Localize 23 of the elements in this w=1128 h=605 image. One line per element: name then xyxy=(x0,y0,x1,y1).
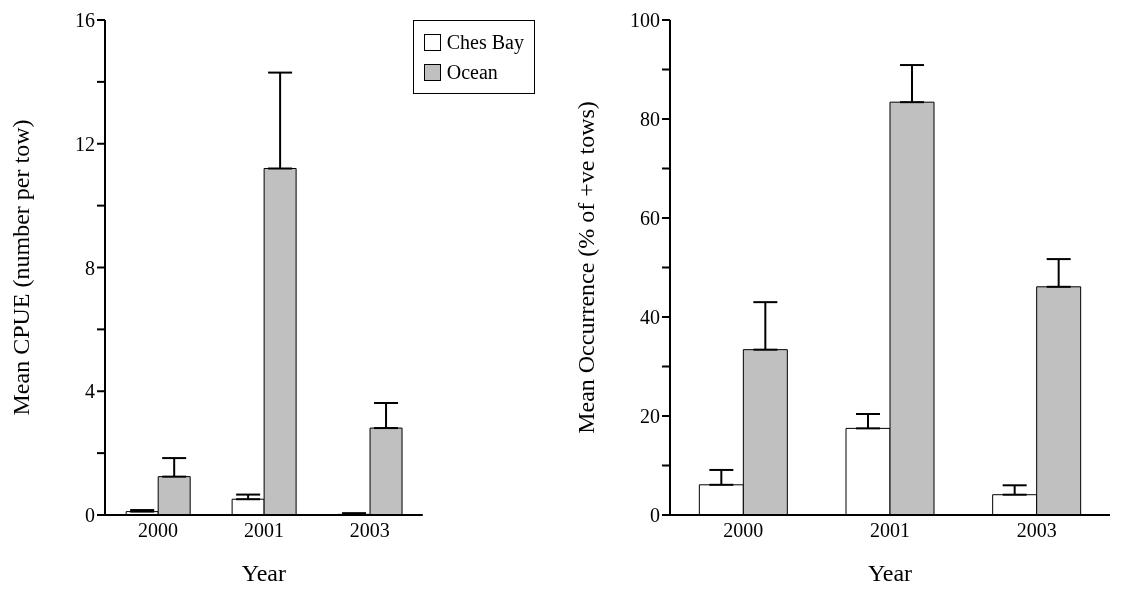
x-axis-title: Year xyxy=(241,560,287,586)
y-axis-title: Mean CPUE (number per tow) xyxy=(7,119,34,416)
y-tick-label: 20 xyxy=(640,405,660,428)
y-tick-label: 0 xyxy=(85,504,95,527)
y-axis-title: Mean Occurrence (% of +ve tows) xyxy=(572,101,599,434)
legend-label: Ocean xyxy=(446,60,498,85)
y-tick-label: 40 xyxy=(640,306,660,329)
x-tick-label: 2003 xyxy=(1016,519,1057,542)
y-tick-label: 60 xyxy=(640,207,660,230)
y-tick-label: 80 xyxy=(640,108,660,131)
y-tick-label: 16 xyxy=(75,9,95,32)
y-tick-label: 8 xyxy=(85,256,95,279)
x-tick-label: 2001 xyxy=(243,519,284,542)
x-axis-title: Year xyxy=(867,560,913,586)
y-tick-label: 100 xyxy=(630,9,660,32)
y-tick-label: 4 xyxy=(85,380,95,403)
x-tick-label: 2000 xyxy=(137,519,178,542)
x-tick-label: 2000 xyxy=(723,519,764,542)
y-tick-label: 0 xyxy=(650,504,660,527)
y-tick-label: 12 xyxy=(75,132,95,155)
x-tick-label: 2001 xyxy=(870,519,910,542)
legend-label: Ches Bay xyxy=(446,30,524,56)
x-tick-label: 2003 xyxy=(349,519,390,542)
